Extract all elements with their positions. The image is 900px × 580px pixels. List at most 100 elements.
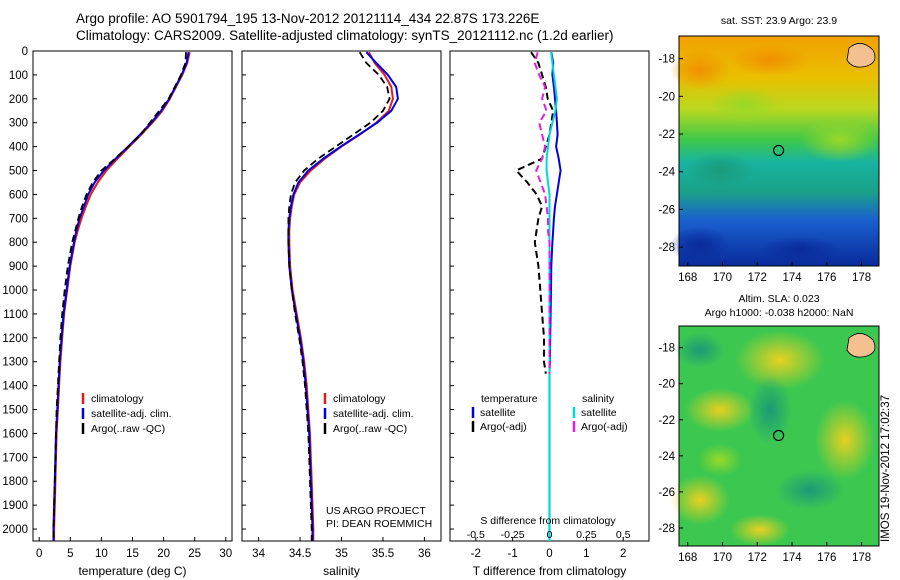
difference-x2tick-label: 0.5	[616, 529, 631, 541]
temperature-xtick-label: 25	[188, 548, 201, 560]
salinity-credit-note: PI: DEAN ROEMMICH	[326, 518, 432, 530]
sst-map-ytick-label: -26	[658, 204, 675, 216]
sla-map-xtick-label: 176	[817, 552, 836, 564]
sst-map-xtick-label: 178	[852, 272, 871, 284]
difference-series-t-argo-adj-	[515, 51, 555, 374]
sla-map-ytick-label: -20	[658, 379, 675, 391]
sla-map-ytick-label: -28	[658, 523, 675, 535]
difference-x2tick-label: -0.5	[467, 529, 485, 541]
sla-map-xtick-label: 178	[852, 552, 871, 564]
sst-map-xtick-label: 176	[817, 272, 836, 284]
depth-ytick-label: 300	[9, 118, 28, 130]
depth-ytick-label: 1600	[2, 428, 28, 440]
temperature-series-climatology	[53, 51, 191, 541]
salinity-series-satellite-adj-clim-	[287, 51, 399, 541]
difference-legend-label: Argo(-adj)	[480, 421, 527, 433]
sla-map-xtick-label: 174	[782, 552, 802, 564]
difference-legend-label: satellite	[581, 407, 617, 419]
depth-ytick-label: 0	[22, 46, 28, 58]
sst-map-xtick-label: 174	[782, 272, 802, 284]
temperature-xlabel: temperature (deg C)	[78, 564, 186, 578]
salinity-series-argo-raw-qc-	[287, 51, 391, 541]
salinity-legend-label: climatology	[333, 393, 386, 405]
difference-xtick-label: 2	[620, 548, 626, 560]
temperature-legend-label: climatology	[91, 393, 144, 405]
sla-map-field	[670, 326, 879, 546]
difference-series-s-argo-adj-	[533, 51, 551, 374]
difference-xtick-label: 1	[583, 548, 589, 560]
salinity-xtick-label: 36	[418, 548, 431, 560]
sla-map-title: Altim. SLA: 0.023	[738, 293, 819, 305]
depth-ytick-label: 1800	[2, 476, 28, 488]
salinity-xtick-label: 35.5	[372, 548, 394, 560]
salinity-xtick-label: 35	[335, 548, 348, 560]
sst-map-field	[670, 36, 880, 266]
sst-map-frame	[678, 35, 880, 267]
depth-ytick-label: 100	[9, 70, 28, 82]
difference-x2tick-label: 0.25	[576, 529, 597, 541]
sst-map-xtick-label: 170	[713, 272, 732, 284]
salinity-credit-note: US ARGO PROJECT	[326, 505, 426, 517]
figure-title-line1: Argo profile: AO 5901794_195 13-Nov-2012…	[76, 11, 540, 26]
temperature-axes-box	[32, 50, 233, 542]
sst-map-ytick-label: -28	[658, 242, 675, 254]
difference-x2label: S difference from climatology	[480, 515, 616, 527]
temperature-xtick-label: 20	[157, 548, 170, 560]
sla-map-ytick-label: -22	[658, 415, 675, 427]
sst-map-ytick-label: -20	[658, 91, 675, 103]
difference-x2tick-label: 0	[547, 529, 553, 541]
temperature-xtick-label: 10	[95, 548, 108, 560]
depth-ytick-label: 200	[9, 94, 28, 106]
difference-x2tick-label: -0.25	[501, 529, 525, 541]
sla-map-ytick-label: -24	[658, 451, 675, 463]
sla-map-xtick-label: 170	[713, 552, 732, 564]
temperature-legend-label: Argo(..raw -QC)	[91, 423, 165, 435]
difference-xlabel: T difference from climatology	[473, 564, 627, 578]
depth-ytick-label: 400	[9, 142, 28, 154]
sst-map-ytick-label: -22	[658, 129, 675, 141]
depth-ytick-label: 1500	[2, 405, 28, 417]
salinity-axes-box	[241, 50, 442, 542]
salinity-xtick-label: 34.5	[289, 548, 311, 560]
difference-legend-title-temperature: temperature	[481, 393, 538, 405]
difference-xtick-label: -1	[508, 548, 518, 560]
sst-map-xtick-label: 172	[748, 272, 767, 284]
depth-ytick-label: 1700	[2, 452, 28, 464]
depth-ytick-label: 1100	[3, 309, 28, 321]
difference-legend-label: Argo(-adj)	[581, 421, 628, 433]
temperature-xtick-label: 15	[126, 548, 139, 560]
temperature-xtick-label: 5	[67, 548, 73, 560]
argo-float-location-marker	[772, 429, 785, 442]
salinity-legend-label: satellite-adj. clim.	[333, 408, 414, 420]
sst-map-ytick-label: -24	[658, 167, 675, 179]
salinity-series-climatology	[288, 51, 394, 541]
depth-ytick-label: 1200	[2, 333, 28, 345]
sla-map-subtitle: Argo h1000: -0.038 h2000: NaN	[705, 307, 854, 319]
difference-xtick-label: 0	[546, 548, 552, 560]
salinity-legend-label: Argo(..raw -QC)	[333, 423, 407, 435]
difference-legend-title-salinity: salinity	[582, 393, 615, 405]
depth-ytick-label: 1900	[2, 500, 28, 512]
depth-ytick-label: 1300	[2, 357, 28, 369]
salinity-xlabel: salinity	[323, 564, 360, 578]
difference-legend-label: satellite	[480, 407, 516, 419]
sla-map-frame	[678, 325, 880, 547]
argo-float-location-marker	[772, 144, 785, 157]
land-new-caledonia	[846, 333, 876, 358]
sst-map-title: sat. SST: 23.9 Argo: 23.9	[721, 15, 837, 27]
difference-series-t-satellite	[548, 52, 562, 374]
depth-ytick-label: 1400	[2, 381, 28, 393]
temperature-series-argo-raw-qc-	[52, 52, 187, 541]
sst-map-xtick-label: 168	[678, 272, 697, 284]
sla-map-ytick-label: -18	[658, 343, 675, 355]
depth-ytick-label: 800	[9, 237, 28, 249]
land-new-caledonia	[846, 43, 876, 68]
sla-map-xtick-label: 168	[678, 552, 697, 564]
depth-ytick-label: 600	[9, 189, 28, 201]
sla-map-xtick-label: 172	[748, 552, 767, 564]
sla-map-ytick-label: -26	[658, 487, 675, 499]
depth-ytick-label: 900	[9, 261, 28, 273]
temperature-legend-label: satellite-adj. clim.	[91, 408, 172, 420]
salinity-xtick-label: 34	[252, 548, 265, 560]
